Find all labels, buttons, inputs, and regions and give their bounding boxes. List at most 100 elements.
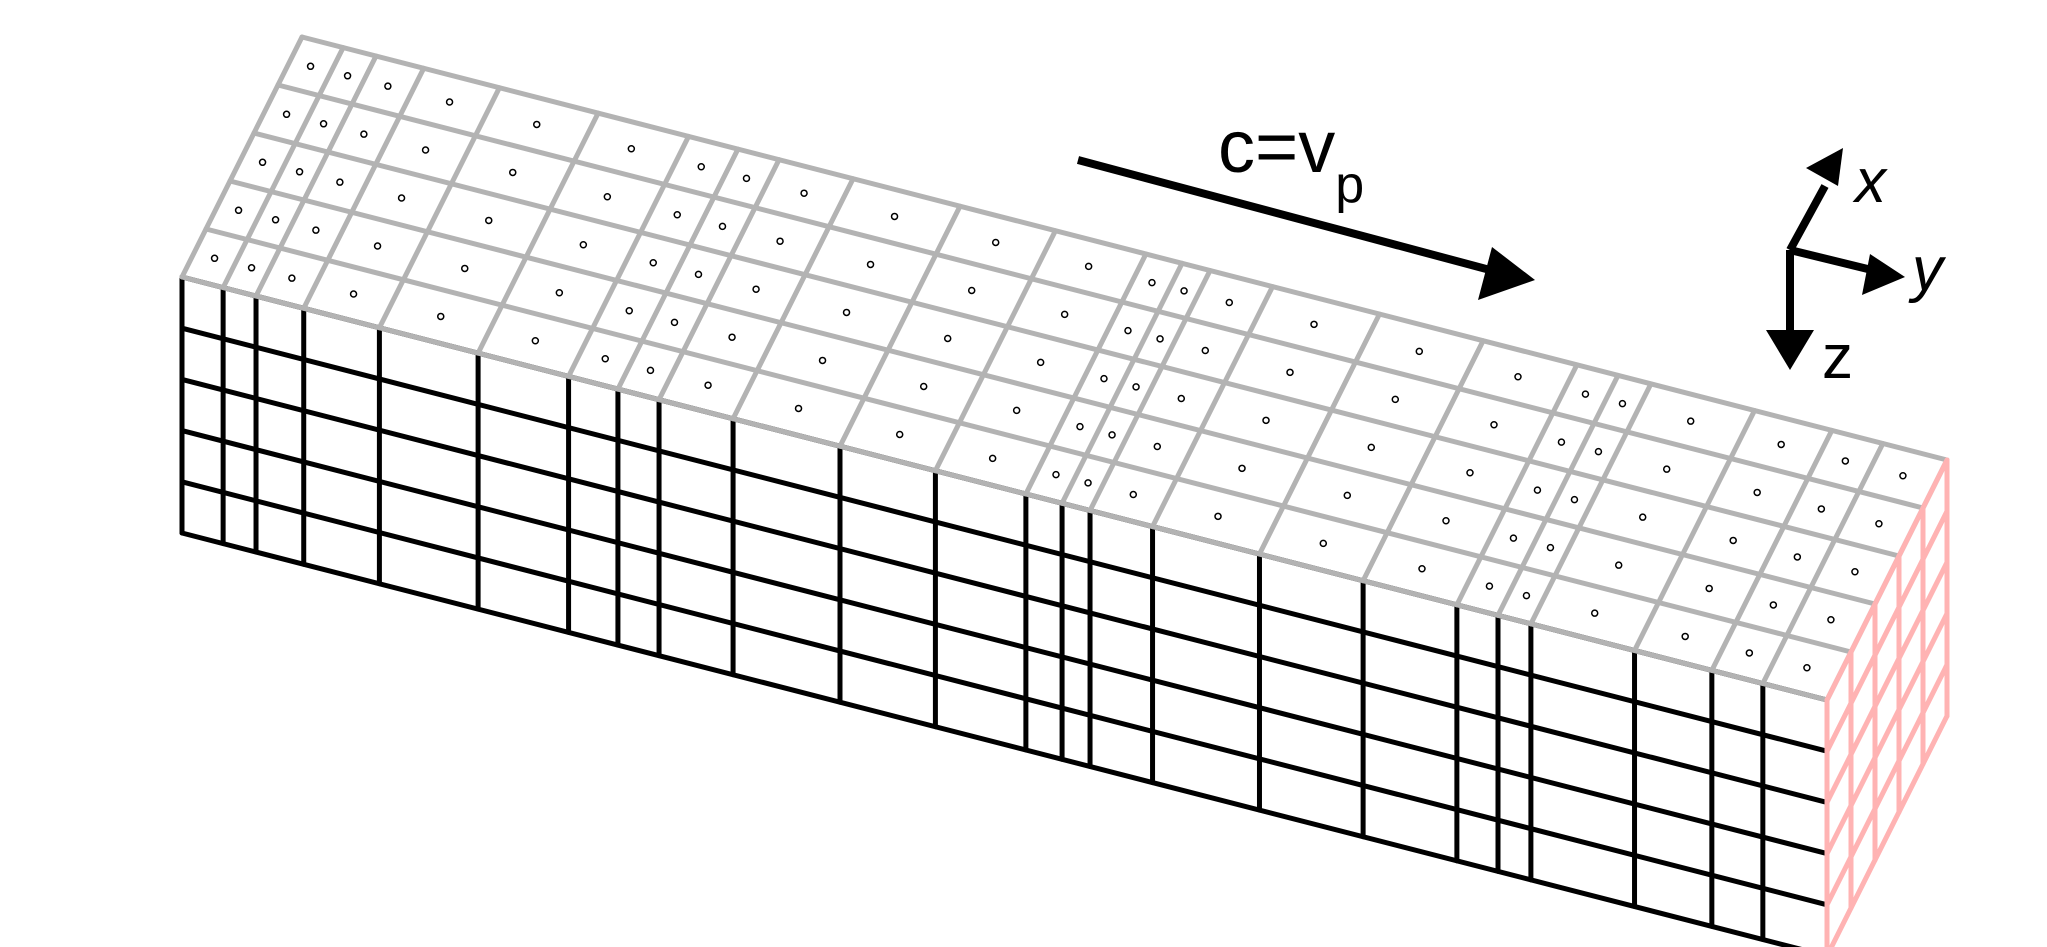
mesh-node (1546, 543, 1555, 552)
top-grid-longitudinal (203, 226, 1854, 655)
mesh-node (752, 285, 760, 293)
mesh-node (742, 174, 751, 183)
mesh-node (373, 242, 382, 250)
end-grid-horizontal (1824, 662, 1950, 908)
mesh-node (1343, 491, 1352, 500)
mesh-node (1060, 310, 1069, 319)
mesh-node (1084, 262, 1093, 271)
side-face-grid (179, 274, 1830, 947)
end-grid-horizontal (1824, 508, 1950, 754)
x-axis-shaft (1786, 184, 1829, 252)
mesh-node (1875, 520, 1883, 528)
top-face-grid (179, 34, 1950, 703)
top-grid-transverse (376, 85, 502, 331)
top-grid-transverse (1454, 362, 1580, 608)
mesh-node (533, 120, 541, 129)
mesh-node (603, 193, 612, 201)
mesh-node (384, 82, 392, 90)
mesh-node (509, 168, 517, 177)
mesh-node (461, 264, 469, 273)
mesh-node (1490, 421, 1498, 429)
top-grid-transverse (1256, 311, 1382, 557)
end-grid-horizontal (1824, 611, 1950, 857)
mesh-node (794, 404, 803, 413)
mesh-node (1319, 539, 1328, 548)
mesh-node (485, 216, 493, 225)
mesh-node (258, 158, 267, 167)
top-grid-longitudinal (227, 178, 1878, 607)
mesh-node (1777, 440, 1785, 449)
mesh-node (288, 274, 296, 282)
mesh-node (437, 312, 445, 321)
mesh-node (1177, 394, 1186, 403)
mesh-node (1225, 298, 1234, 307)
mesh-node (1638, 513, 1647, 521)
y-axis-label: y (1908, 235, 1947, 304)
top-grid-transverse (253, 53, 379, 299)
mesh-node (1581, 390, 1590, 398)
mesh-node (895, 430, 904, 439)
mesh-node (1618, 399, 1627, 408)
mesh-node (1662, 465, 1671, 473)
wave-arrow-shaft (1076, 156, 1507, 278)
mesh-node (1201, 346, 1210, 355)
top-face-nodes (210, 62, 1907, 672)
mesh-node (1214, 512, 1222, 521)
top-grid-transverse (475, 110, 601, 356)
mesh-node (718, 222, 727, 231)
mesh-node (1514, 373, 1522, 381)
mesh-node (1156, 335, 1164, 343)
mesh-node (1108, 431, 1116, 439)
end-grid-horizontal (1824, 457, 1950, 703)
end-grid-horizontal (1824, 559, 1950, 805)
top-grid-longitudinal (275, 82, 1926, 511)
mesh-node (919, 382, 928, 391)
mesh-node (1100, 374, 1108, 383)
top-grid-transverse (1360, 338, 1486, 584)
mesh-node (271, 216, 280, 224)
mesh-node (1052, 470, 1060, 479)
coordinate-axes: x y z (1766, 147, 1947, 392)
top-grid-transverse (1632, 408, 1758, 654)
mesh-node (1418, 565, 1426, 573)
top-grid-transverse (1709, 427, 1835, 673)
mesh-node (1522, 591, 1531, 600)
mesh-node (704, 381, 712, 389)
mesh-node (579, 241, 588, 249)
top-grid-transverse (615, 146, 741, 392)
mesh-node (336, 178, 344, 186)
mesh-node (421, 146, 430, 154)
mesh-node (343, 72, 352, 80)
side-grid-horizontal (179, 376, 1830, 805)
wave-direction-arrow (1076, 156, 1535, 300)
mesh-node (1803, 664, 1811, 672)
mesh-node (1238, 464, 1246, 473)
top-grid-longitudinal (299, 34, 1950, 463)
mesh-node (1391, 395, 1400, 404)
mesh-node (1817, 505, 1826, 513)
top-grid-transverse (1760, 441, 1886, 687)
mesh-node (1153, 442, 1162, 451)
top-grid-transverse (1087, 267, 1213, 513)
mesh-node (1129, 490, 1138, 499)
mesh-node (627, 145, 636, 153)
mesh-node (1827, 616, 1835, 624)
mesh-node (1899, 472, 1907, 480)
mesh-node (673, 211, 681, 219)
mesh-node (1310, 320, 1318, 329)
top-grid-transverse (301, 65, 427, 311)
mesh-node (1705, 584, 1713, 593)
mesh-node (312, 226, 320, 234)
top-grid-longitudinal (179, 274, 1830, 703)
mesh-node (1367, 443, 1376, 452)
mesh-node (234, 206, 243, 215)
mesh-node (1570, 495, 1579, 504)
mesh-node (776, 237, 784, 245)
mesh-node (1793, 553, 1802, 561)
mesh-node (1769, 601, 1778, 609)
mesh-node (1148, 278, 1156, 287)
mesh-node (728, 333, 736, 341)
mesh-node (697, 163, 705, 171)
side-grid-horizontal (179, 530, 1803, 947)
